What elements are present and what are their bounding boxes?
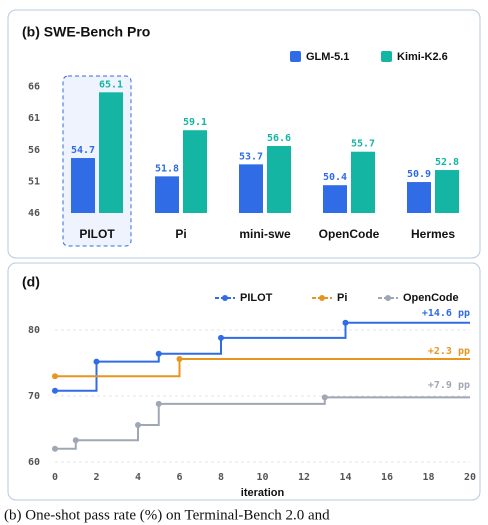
x-tick-label: 16 bbox=[381, 472, 393, 483]
legend-label: OpenCode bbox=[403, 292, 459, 304]
bar bbox=[99, 92, 123, 213]
x-tick-label: PILOT bbox=[79, 227, 115, 241]
point bbox=[155, 350, 162, 357]
annotation: +14.6 pp bbox=[422, 308, 470, 319]
x-tick-label: 18 bbox=[422, 472, 434, 483]
bar bbox=[351, 151, 375, 213]
x-tick-label: 10 bbox=[256, 472, 268, 483]
point bbox=[321, 394, 328, 401]
chart-title: (d) bbox=[22, 274, 40, 290]
annotation: +7.9 pp bbox=[428, 380, 470, 391]
x-tick-label: 0 bbox=[52, 472, 58, 483]
value-label: 50.4 bbox=[323, 172, 347, 183]
bar bbox=[407, 182, 431, 213]
x-tick-label: 2 bbox=[93, 472, 99, 483]
bar bbox=[183, 130, 207, 213]
x-tick-label: 8 bbox=[218, 472, 224, 483]
legend-label: GLM-5.1 bbox=[306, 51, 349, 63]
step-line bbox=[55, 396, 470, 450]
value-label: 55.7 bbox=[351, 139, 375, 150]
point bbox=[52, 445, 58, 452]
legend-dot bbox=[222, 295, 228, 301]
legend-label: Pi bbox=[337, 292, 347, 304]
bar bbox=[155, 176, 179, 213]
value-label: 52.8 bbox=[435, 157, 459, 168]
y-tick-label: 70 bbox=[28, 391, 40, 402]
y-tick-label: 66 bbox=[28, 82, 40, 93]
value-label: 50.9 bbox=[407, 169, 431, 180]
chart-title: (b) SWE-Bench Pro bbox=[22, 24, 150, 40]
x-axis-label: iteration bbox=[241, 487, 285, 499]
x-tick-label: 14 bbox=[339, 472, 351, 483]
bar bbox=[435, 170, 459, 213]
legend-dot bbox=[319, 295, 325, 301]
x-tick-label: 12 bbox=[298, 472, 310, 483]
y-tick-label: 80 bbox=[28, 325, 40, 336]
x-tick-label: Pi bbox=[175, 227, 186, 241]
point bbox=[72, 437, 79, 444]
bar bbox=[323, 185, 347, 213]
y-tick-label: 56 bbox=[28, 145, 40, 156]
point bbox=[93, 358, 100, 365]
value-label: 56.6 bbox=[267, 133, 291, 144]
point bbox=[176, 356, 183, 363]
legend-swatch bbox=[381, 51, 392, 62]
point bbox=[52, 387, 58, 394]
y-tick-label: 61 bbox=[28, 113, 40, 124]
caption: (b) One-shot pass rate (%) on Terminal-B… bbox=[4, 507, 330, 523]
legend-swatch bbox=[290, 51, 301, 62]
x-tick-label: mini-swe bbox=[239, 227, 291, 241]
value-label: 65.1 bbox=[99, 79, 123, 90]
point bbox=[342, 319, 349, 326]
point bbox=[218, 334, 224, 341]
x-tick-label: 6 bbox=[176, 472, 182, 483]
y-tick-label: 46 bbox=[28, 208, 40, 219]
value-label: 53.7 bbox=[239, 151, 263, 162]
step-line bbox=[55, 358, 470, 378]
point bbox=[155, 400, 162, 407]
x-tick-label: 20 bbox=[464, 472, 476, 483]
x-tick-label: Hermes bbox=[411, 227, 455, 241]
x-tick-label: OpenCode bbox=[319, 227, 380, 241]
legend-label: PILOT bbox=[240, 292, 273, 304]
bar bbox=[71, 158, 95, 213]
x-tick-label: 4 bbox=[135, 472, 141, 483]
value-label: 54.7 bbox=[71, 145, 95, 156]
point bbox=[52, 373, 58, 380]
point bbox=[135, 422, 141, 429]
y-tick-label: 60 bbox=[28, 457, 40, 468]
legend-dot bbox=[385, 295, 391, 301]
bar bbox=[239, 164, 263, 213]
legend-label: Kimi-K2.6 bbox=[397, 51, 448, 63]
annotation: +2.3 pp bbox=[428, 346, 470, 357]
y-tick-label: 51 bbox=[28, 176, 40, 187]
value-label: 51.8 bbox=[155, 163, 179, 174]
value-label: 59.1 bbox=[183, 117, 207, 128]
bar bbox=[267, 146, 291, 213]
